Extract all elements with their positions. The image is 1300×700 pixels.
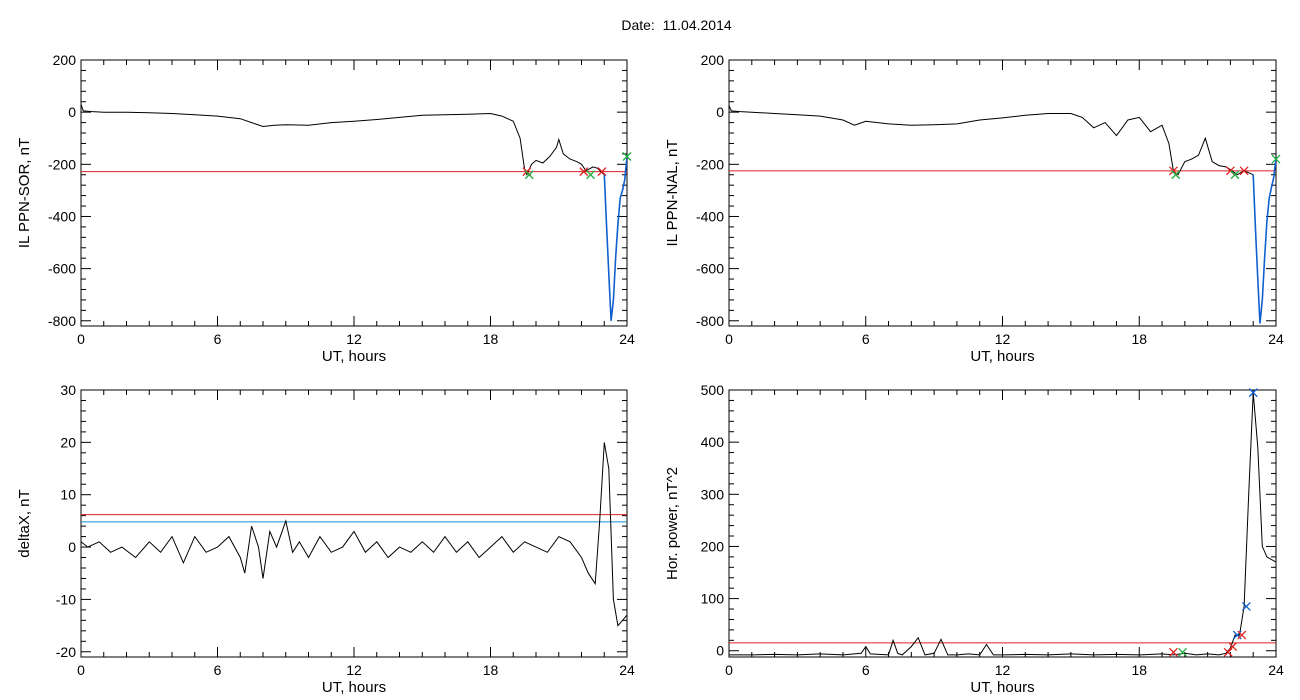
cross-marker [1248,388,1258,398]
series-line [729,392,1276,656]
y-tick-label: 300 [701,486,725,502]
y-tick-label: -10 [56,591,76,607]
plot-frame [80,389,628,658]
x-tick-label: 6 [862,662,870,678]
plot-frame [728,389,1277,658]
y-tick-label: 100 [701,591,725,607]
x-tick-label: 12 [346,331,362,347]
y-tick-label: -400 [696,208,724,224]
cross-marker [1228,642,1238,652]
cross-marker [1230,170,1240,180]
series-line [729,105,1254,176]
x-tick-label: 18 [483,662,499,678]
series-line [81,442,627,627]
x-tick-label: 18 [1131,331,1147,347]
cross-marker [597,167,607,177]
y-axis-label: IL PPN-NAL, nT [664,140,681,247]
y-tick-label: -400 [48,208,76,224]
y-tick-label: -20 [56,644,76,660]
y-tick-label: -200 [48,156,76,172]
y-tick-label: -600 [696,261,724,277]
cross-marker [1241,601,1251,611]
plot-area [729,105,1276,324]
x-axis-label: UT, hours [322,348,386,365]
y-axis-label: Hor. power, nT^2 [664,467,681,580]
y-tick-label: 0 [716,643,724,659]
date-value: 11.04.2014 [662,17,732,33]
y-tick-label: 0 [68,539,76,555]
series-line [81,104,605,176]
x-axis-label: UT, hours [970,348,1034,365]
x-axis-label: UT, hours [970,679,1034,696]
y-tick-label: 30 [60,382,76,398]
y-tick-label: -200 [696,156,724,172]
plot-area [81,442,627,627]
page-title: Date: 11.04.2014 [0,17,1300,33]
x-tick-label: 12 [346,662,362,678]
plot-frame [80,59,628,327]
cross-marker [1168,647,1178,657]
x-tick-label: 24 [1268,662,1284,678]
x-tick-label: 6 [214,662,222,678]
x-tick-label: 0 [77,331,85,347]
cross-marker [524,170,534,180]
series-line [603,156,627,321]
date-label: Date: [621,17,655,33]
chart-panel-2: 0 6 12 18 24 -800 -600 -400 -200 0 200 UT, hours IL … [664,52,1284,365]
cross-marker [1232,630,1242,640]
x-axis-label: UT, hours [322,679,386,696]
x-tick-label: 18 [1131,662,1147,678]
x-tick-label: 24 [619,331,635,347]
x-tick-label: 24 [619,662,635,678]
y-tick-label: -800 [696,313,724,329]
y-tick-label: 0 [716,104,724,120]
y-tick-label: 10 [60,487,76,503]
x-tick-label: 0 [725,331,733,347]
chart-panel-4: 0 6 12 18 24 0 100 200 300 400 500 UT, hours Hor. po… [664,382,1284,696]
cross-marker [1271,154,1281,164]
y-axis-label: IL PPN-SOR, nT [16,138,33,248]
plot-frame [728,59,1277,327]
x-tick-label: 12 [995,331,1011,347]
cross-marker [1223,647,1233,657]
y-tick-label: 200 [53,52,77,68]
y-tick-label: 400 [701,434,725,450]
x-tick-label: 18 [483,331,499,347]
y-tick-label: 500 [701,382,725,398]
cross-marker [1239,166,1249,176]
x-tick-label: 6 [214,331,222,347]
series-line [1252,159,1276,324]
cross-marker [586,170,596,180]
x-tick-label: 24 [1268,331,1284,347]
y-tick-label: -800 [48,313,76,329]
cross-marker [1178,647,1188,657]
cross-marker [1237,630,1247,640]
plot-area [729,392,1276,656]
x-tick-label: 0 [725,662,733,678]
y-tick-label: 0 [68,104,76,120]
chart-panel-1: 0 6 12 18 24 -800 -600 -400 -200 0 200 UT, hours IL … [16,52,635,365]
x-tick-label: 12 [995,662,1011,678]
y-axis-label: deltaX, nT [16,489,33,557]
y-tick-label: 20 [60,434,76,450]
cross-marker [579,167,589,177]
x-tick-label: 6 [862,331,870,347]
plot-area [81,104,627,321]
cross-marker [1171,170,1181,180]
x-tick-label: 0 [77,662,85,678]
cross-marker [622,152,632,161]
y-tick-label: 200 [701,538,725,554]
y-tick-label: 200 [701,52,725,68]
y-tick-label: -600 [48,261,76,277]
chart-panel-3: 0 6 12 18 24 -20 -10 0 10 20 30 UT, hours deltaX, nT [16,382,635,696]
